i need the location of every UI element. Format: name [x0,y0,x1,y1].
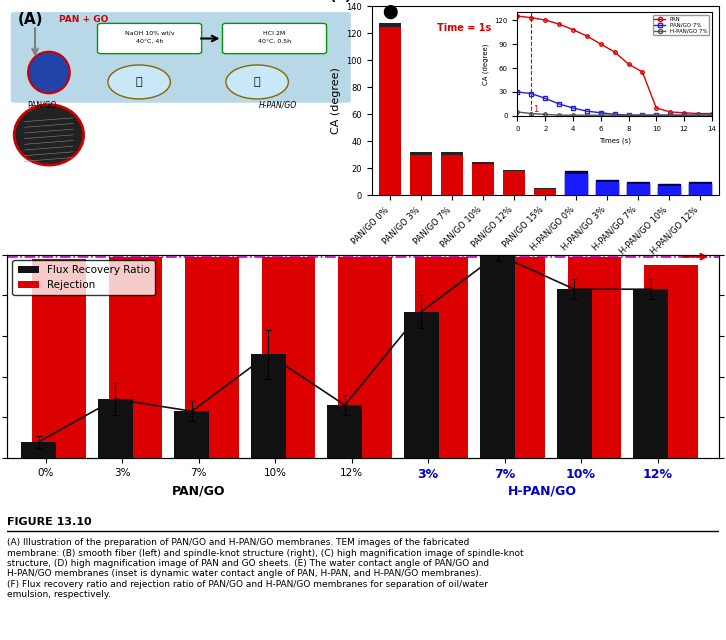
Bar [185,257,239,458]
Bar [380,27,401,195]
Bar [98,399,133,458]
Bar [658,184,680,195]
Bar [473,161,494,195]
Bar [534,188,556,195]
Text: 40°C, 4h: 40°C, 4h [136,38,163,44]
Bar [492,257,544,458]
Text: ⬤: ⬤ [383,4,398,19]
Bar [557,289,592,458]
Text: (D): (D) [200,326,220,336]
Bar [596,180,618,195]
Legend: Flux Recovery Ratio, Rejection: Flux Recovery Ratio, Rejection [12,260,155,296]
Bar [338,257,392,458]
Bar [261,257,315,458]
Bar [251,355,286,458]
Text: H-PAN/GO: H-PAN/GO [508,484,577,498]
Bar [689,184,711,195]
Bar [644,265,698,458]
Bar [441,155,463,195]
Text: GO: GO [205,339,221,349]
Bar [658,186,680,195]
Text: (E): (E) [330,0,352,3]
Bar [404,312,439,458]
Text: 🔵: 🔵 [136,77,142,87]
Ellipse shape [15,104,83,165]
Bar [566,171,587,195]
Text: (A): (A) [17,12,43,27]
FancyBboxPatch shape [97,24,202,54]
Bar [568,257,621,458]
Bar [627,184,649,195]
Text: FIGURE 13.10: FIGURE 13.10 [7,517,92,527]
Bar [596,182,618,195]
Ellipse shape [108,65,171,99]
Bar [534,189,556,195]
Bar [32,259,86,458]
Text: (A) Illustration of the preparation of PAN/GO and H-PAN/GO membranes. TEM images: (A) Illustration of the preparation of P… [7,538,524,599]
Bar [380,22,401,195]
Bar [689,182,711,195]
Text: H-PAN/GO: H-PAN/GO [259,101,297,110]
Text: 40°C, 0.5h: 40°C, 0.5h [258,38,291,44]
Ellipse shape [226,65,288,99]
Text: 🔵: 🔵 [254,77,261,87]
Text: PAN/GO: PAN/GO [172,484,225,498]
Text: (B): (B) [12,326,30,336]
Bar [473,164,494,195]
Text: (C): (C) [106,326,124,336]
Bar [441,152,463,195]
Y-axis label: CA (degree): CA (degree) [330,67,340,134]
Bar [627,182,649,195]
Bar [109,257,162,458]
Text: Time = 1s: Time = 1s [437,22,491,33]
Text: PAN + GO: PAN + GO [59,15,108,24]
Bar [503,171,525,195]
Bar [174,412,209,458]
Text: Spindle-knot: Spindle-knot [55,355,99,362]
Bar [410,152,432,195]
Text: PAN/GO: PAN/GO [27,101,57,110]
Bar [481,255,515,458]
FancyBboxPatch shape [11,12,351,103]
Text: PAN: PAN [253,365,274,376]
Bar [327,405,362,458]
Bar [566,173,587,195]
Ellipse shape [28,52,70,93]
Text: NaOH 10% wt/v: NaOH 10% wt/v [125,31,174,36]
Bar [634,289,668,458]
Bar [410,155,432,195]
Bar [503,170,525,195]
Text: smooth: smooth [16,346,22,371]
Text: HCl 2M: HCl 2M [264,31,285,36]
FancyBboxPatch shape [222,24,327,54]
Bar [21,442,56,458]
Bar [415,257,468,458]
